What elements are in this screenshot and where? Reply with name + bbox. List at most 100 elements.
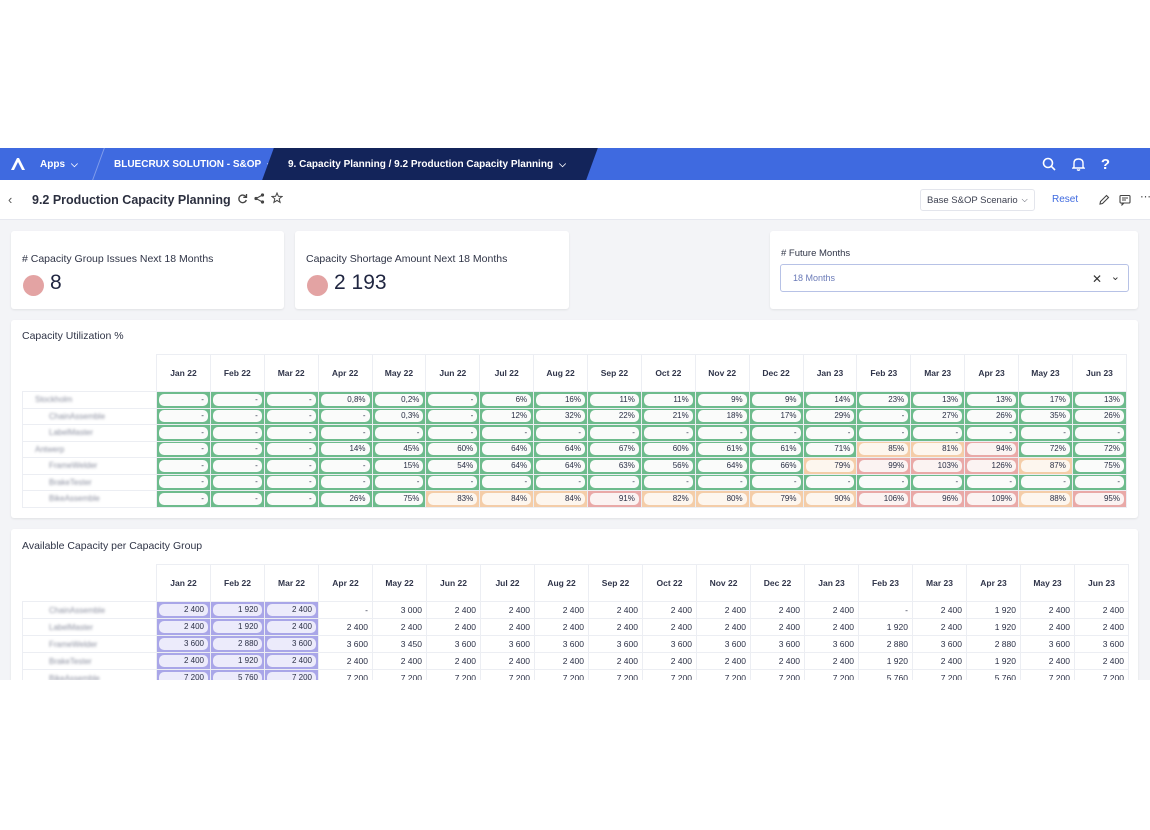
utilization-cell[interactable]: - <box>371 473 427 491</box>
capacity-cell[interactable]: 7 200 <box>804 669 859 680</box>
capacity-cell[interactable]: 1 920 <box>210 601 265 619</box>
utilization-cell[interactable]: 0,3% <box>371 407 427 425</box>
utilization-cell[interactable]: - <box>425 391 481 409</box>
comment-icon[interactable] <box>1119 193 1131 211</box>
utilization-cell[interactable]: 95% <box>1071 490 1128 508</box>
capacity-cell[interactable]: 2 400 <box>372 618 427 636</box>
utilization-cell[interactable]: 16% <box>533 391 588 409</box>
utilization-cell[interactable]: 13% <box>910 391 966 409</box>
utilization-cell[interactable]: 12% <box>479 407 535 425</box>
utilization-cell[interactable]: - <box>209 440 265 458</box>
capacity-cell[interactable]: 2 400 <box>912 652 967 670</box>
capacity-cell[interactable]: 2 400 <box>588 601 643 619</box>
utilization-cell[interactable]: 126% <box>964 457 1019 475</box>
capacity-cell[interactable]: 3 600 <box>588 635 643 653</box>
utilization-cell[interactable]: 61% <box>694 440 750 458</box>
capacity-cell[interactable]: 2 400 <box>264 618 319 636</box>
utilization-cell[interactable]: - <box>910 473 966 491</box>
capacity-cell[interactable]: 2 400 <box>264 652 319 670</box>
utilization-cell[interactable]: - <box>587 473 642 491</box>
utilization-cell[interactable]: 81% <box>910 440 966 458</box>
capacity-cell[interactable]: 1 920 <box>966 618 1021 636</box>
utilization-cell[interactable]: 79% <box>802 457 858 475</box>
more-icon[interactable]: ⋯ <box>1140 191 1150 203</box>
utilization-cell[interactable]: 9% <box>694 391 750 409</box>
utilization-cell[interactable]: 17% <box>1018 391 1073 409</box>
utilization-cell[interactable]: 14% <box>802 391 858 409</box>
capacity-cell[interactable]: 3 600 <box>426 635 481 653</box>
capacity-cell[interactable]: 2 400 <box>642 601 697 619</box>
capacity-cell[interactable]: 7 200 <box>534 669 589 680</box>
capacity-cell[interactable]: 1 920 <box>858 618 913 636</box>
capacity-cell[interactable]: 2 400 <box>426 652 481 670</box>
capacity-cell[interactable]: 2 400 <box>318 652 373 670</box>
utilization-cell[interactable]: - <box>156 391 211 409</box>
back-chevron-icon[interactable]: ‹ <box>8 192 13 207</box>
utilization-cell[interactable]: 66% <box>748 457 804 475</box>
capacity-cell[interactable]: 3 600 <box>1020 635 1075 653</box>
capacity-cell[interactable]: 7 200 <box>696 669 751 680</box>
reset-button[interactable]: Reset <box>1052 194 1079 205</box>
capacity-cell[interactable]: 7 200 <box>264 669 319 680</box>
utilization-cell[interactable]: - <box>1018 473 1073 491</box>
capacity-cell[interactable]: 3 600 <box>156 635 211 653</box>
capacity-cell[interactable]: 7 200 <box>750 669 805 680</box>
utilization-cell[interactable]: - <box>263 424 319 442</box>
utilization-cell[interactable]: 35% <box>1018 407 1073 425</box>
utilization-cell[interactable]: - <box>694 424 750 442</box>
capacity-cell[interactable]: 2 400 <box>426 601 481 619</box>
capacity-cell[interactable]: 3 600 <box>1074 635 1129 653</box>
breadcrumb-solution[interactable]: BLUECRUX SOLUTION - S&OP ⌵ <box>98 148 274 180</box>
capacity-cell[interactable]: 2 400 <box>750 618 805 636</box>
capacity-cell[interactable]: 2 400 <box>1074 601 1129 619</box>
utilization-cell[interactable]: 91% <box>587 490 642 508</box>
capacity-cell[interactable]: 2 400 <box>642 652 697 670</box>
capacity-cell[interactable]: 2 400 <box>534 618 589 636</box>
capacity-cell[interactable]: 2 400 <box>1074 652 1129 670</box>
capacity-cell[interactable]: 2 400 <box>1020 601 1075 619</box>
utilization-cell[interactable]: - <box>587 424 642 442</box>
utilization-cell[interactable]: 29% <box>802 407 858 425</box>
capacity-cell[interactable]: 2 400 <box>264 601 319 619</box>
utilization-cell[interactable]: 63% <box>587 457 642 475</box>
utilization-cell[interactable]: 67% <box>587 440 642 458</box>
utilization-cell[interactable]: - <box>964 424 1019 442</box>
utilization-cell[interactable]: 82% <box>640 490 696 508</box>
utilization-cell[interactable]: - <box>479 424 535 442</box>
capacity-cell[interactable]: 2 400 <box>480 618 535 636</box>
capacity-cell[interactable]: 7 200 <box>480 669 535 680</box>
capacity-cell[interactable]: 2 400 <box>1020 652 1075 670</box>
utilization-cell[interactable]: - <box>371 424 427 442</box>
utilization-cell[interactable]: 87% <box>1018 457 1073 475</box>
utilization-cell[interactable]: 11% <box>587 391 642 409</box>
utilization-cell[interactable]: 26% <box>317 490 373 508</box>
capacity-cell[interactable]: 2 400 <box>1074 618 1129 636</box>
utilization-cell[interactable]: - <box>209 490 265 508</box>
capacity-cell[interactable]: 2 400 <box>804 601 859 619</box>
utilization-cell[interactable]: 26% <box>1071 407 1128 425</box>
capacity-cell[interactable]: 2 880 <box>210 635 265 653</box>
utilization-cell[interactable]: 0,8% <box>317 391 373 409</box>
utilization-cell[interactable]: - <box>856 473 912 491</box>
utilization-cell[interactable]: - <box>802 424 858 442</box>
utilization-cell[interactable]: - <box>209 391 265 409</box>
capacity-cell[interactable]: 3 450 <box>372 635 427 653</box>
utilization-cell[interactable]: - <box>317 407 373 425</box>
utilization-cell[interactable]: 61% <box>748 440 804 458</box>
share-icon[interactable] <box>254 191 265 209</box>
utilization-cell[interactable]: 106% <box>856 490 912 508</box>
capacity-cell[interactable]: 2 880 <box>966 635 1021 653</box>
search-icon[interactable] <box>1042 157 1056 171</box>
capacity-cell[interactable]: 2 400 <box>696 601 751 619</box>
capacity-cell[interactable]: 5 760 <box>210 669 265 680</box>
help-icon[interactable]: ? <box>1100 155 1110 173</box>
utilization-cell[interactable]: - <box>1018 424 1073 442</box>
capacity-cell[interactable]: 2 400 <box>588 652 643 670</box>
utilization-cell[interactable]: - <box>263 490 319 508</box>
utilization-cell[interactable]: 6% <box>479 391 535 409</box>
capacity-cell[interactable]: 7 200 <box>588 669 643 680</box>
utilization-cell[interactable]: - <box>156 440 211 458</box>
utilization-cell[interactable]: 103% <box>910 457 966 475</box>
utilization-cell[interactable]: 45% <box>371 440 427 458</box>
utilization-cell[interactable]: 27% <box>910 407 966 425</box>
